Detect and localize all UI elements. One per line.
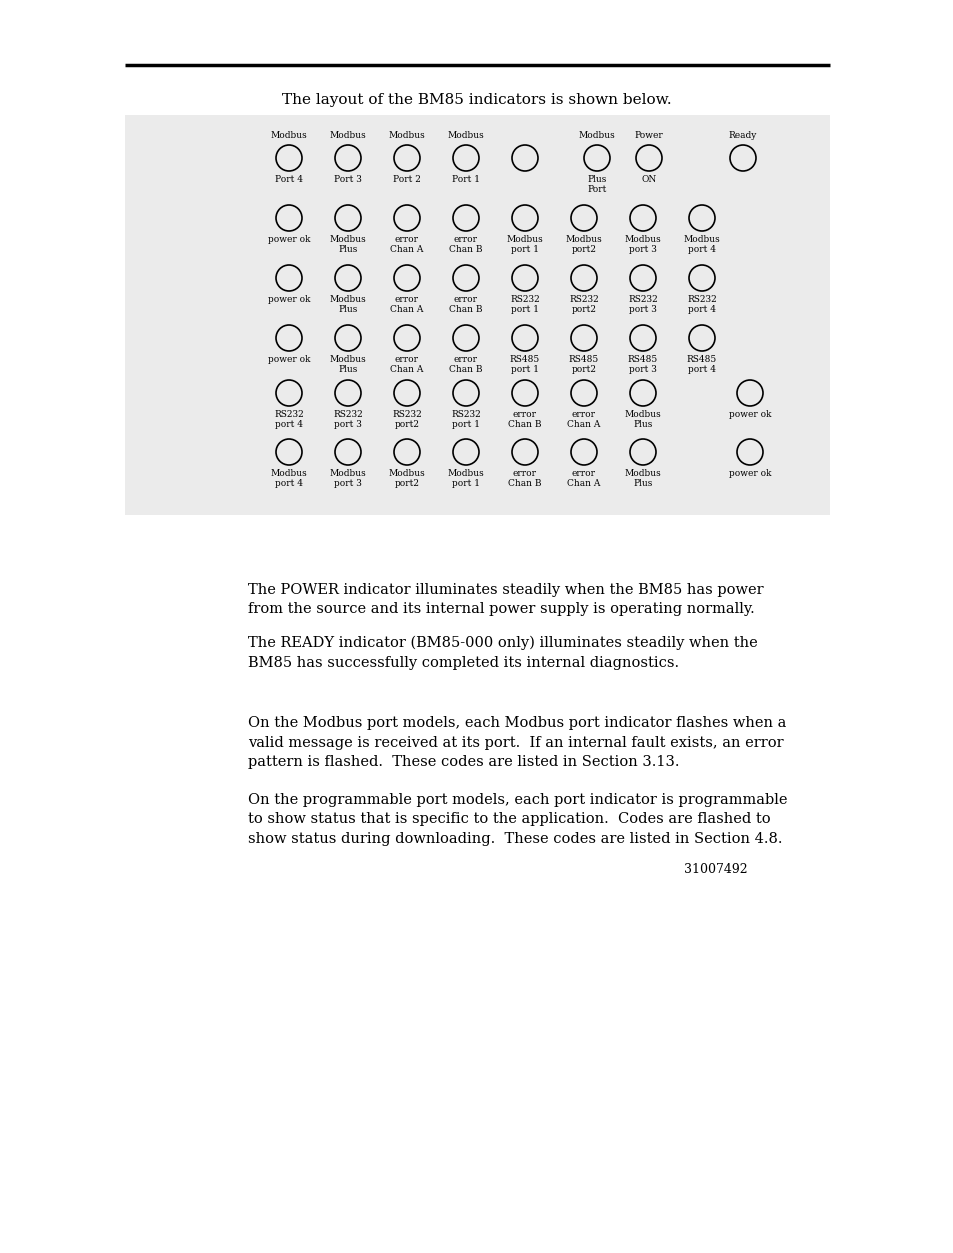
Text: power ok: power ok (268, 294, 310, 304)
Text: 31007492: 31007492 (683, 863, 747, 876)
Text: RS232
port2: RS232 port2 (392, 410, 421, 430)
Text: error
Chan B: error Chan B (508, 469, 541, 489)
Text: RS232
port2: RS232 port2 (569, 294, 598, 315)
Text: Modbus
Plus: Modbus Plus (624, 469, 660, 489)
Text: error
Chan A: error Chan A (390, 236, 423, 254)
Bar (125, 115, 829, 515)
Text: Modbus
Plus: Modbus Plus (330, 236, 366, 254)
Text: On the Modbus port models, each Modbus port indicator flashes when a
valid messa: On the Modbus port models, each Modbus p… (248, 715, 785, 769)
Text: power ok: power ok (728, 410, 770, 419)
Text: The layout of the BM85 indicators is shown below.: The layout of the BM85 indicators is sho… (282, 93, 671, 107)
Text: RS485
port 1: RS485 port 1 (509, 355, 539, 375)
Text: RS485
port2: RS485 port2 (568, 355, 598, 375)
Text: Modbus
port2: Modbus port2 (388, 469, 425, 489)
Text: error
Chan B: error Chan B (449, 355, 482, 375)
Text: Ready: Ready (728, 132, 757, 140)
Text: error
Chan A: error Chan A (390, 355, 423, 375)
Text: error
Chan A: error Chan A (567, 469, 600, 489)
Text: RS485
port 4: RS485 port 4 (686, 355, 717, 375)
Text: RS232
port 4: RS232 port 4 (686, 294, 716, 315)
Text: Modbus: Modbus (388, 132, 425, 140)
Text: power ok: power ok (268, 355, 310, 365)
Text: RS232
port 3: RS232 port 3 (333, 410, 362, 430)
Text: error
Chan A: error Chan A (390, 294, 423, 315)
Text: Modbus
port 1: Modbus port 1 (506, 236, 543, 254)
Text: power ok: power ok (268, 236, 310, 244)
Text: Modbus: Modbus (271, 132, 307, 140)
Text: RS232
port 1: RS232 port 1 (510, 294, 539, 315)
Text: Modbus
Plus: Modbus Plus (624, 410, 660, 430)
Text: On the programmable port models, each port indicator is programmable
to show sta: On the programmable port models, each po… (248, 793, 786, 846)
Text: Modbus
port 3: Modbus port 3 (330, 469, 366, 489)
Text: ON: ON (640, 175, 656, 184)
Text: Modbus
Plus: Modbus Plus (330, 355, 366, 375)
Text: error
Chan A: error Chan A (567, 410, 600, 430)
Text: error
Chan B: error Chan B (449, 236, 482, 254)
Text: Port 1: Port 1 (452, 175, 479, 184)
Text: power ok: power ok (728, 469, 770, 477)
Text: Port 2: Port 2 (393, 175, 420, 184)
Text: RS232
port 1: RS232 port 1 (451, 410, 480, 430)
Text: Port 3: Port 3 (334, 175, 361, 184)
Text: Modbus
port 4: Modbus port 4 (683, 236, 720, 254)
Text: Modbus: Modbus (447, 132, 484, 140)
Text: The POWER indicator illuminates steadily when the BM85 has power
from the source: The POWER indicator illuminates steadily… (248, 583, 762, 616)
Text: Plus
Port: Plus Port (587, 175, 606, 194)
Text: Port 4: Port 4 (274, 175, 303, 184)
Text: error
Chan B: error Chan B (449, 294, 482, 315)
Text: RS485
port 3: RS485 port 3 (627, 355, 658, 375)
Text: The READY indicator (BM85-000 only) illuminates steadily when the
BM85 has succe: The READY indicator (BM85-000 only) illu… (248, 637, 757, 670)
Text: Modbus: Modbus (578, 132, 615, 140)
Text: error
Chan B: error Chan B (508, 410, 541, 430)
Text: RS232
port 3: RS232 port 3 (627, 294, 658, 315)
Text: RS232
port 4: RS232 port 4 (274, 410, 304, 430)
Text: Modbus
port 3: Modbus port 3 (624, 236, 660, 254)
Text: Power: Power (634, 132, 662, 140)
Text: Modbus
Plus: Modbus Plus (330, 294, 366, 315)
Text: Modbus: Modbus (330, 132, 366, 140)
Text: Modbus
port 4: Modbus port 4 (271, 469, 307, 489)
Text: Modbus
port 1: Modbus port 1 (447, 469, 484, 489)
Text: Modbus
port2: Modbus port2 (565, 236, 601, 254)
